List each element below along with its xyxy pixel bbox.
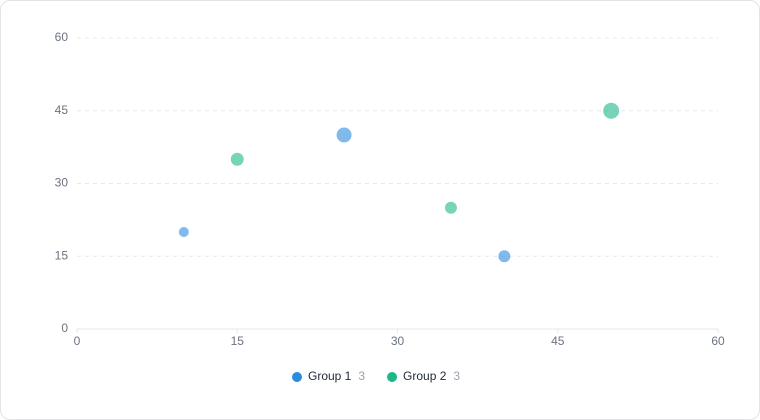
- bubble: [336, 127, 352, 143]
- legend-label: Group 1: [308, 369, 352, 383]
- bubble: [178, 227, 189, 237]
- legend-marker: [387, 372, 398, 382]
- x-tick-label: 15: [231, 334, 245, 348]
- bubble: [444, 201, 457, 214]
- y-tick-label: 15: [55, 248, 69, 262]
- x-tick-label: 45: [551, 334, 565, 348]
- y-tick-label: 60: [55, 30, 69, 44]
- legend-count: 3: [358, 369, 365, 383]
- bubble: [230, 152, 244, 166]
- y-tick-label: 30: [55, 176, 69, 190]
- y-tick-label: 0: [61, 321, 68, 335]
- legend-count: 3: [453, 369, 460, 383]
- legend-marker: [292, 372, 302, 382]
- y-tick-label: 45: [55, 103, 69, 117]
- x-tick-label: 30: [391, 334, 405, 348]
- x-tick-label: 60: [711, 334, 725, 348]
- bubble: [603, 102, 620, 119]
- legend-label: Group 2: [403, 369, 447, 383]
- x-tick-label: 0: [74, 334, 81, 348]
- bubble: [498, 250, 511, 263]
